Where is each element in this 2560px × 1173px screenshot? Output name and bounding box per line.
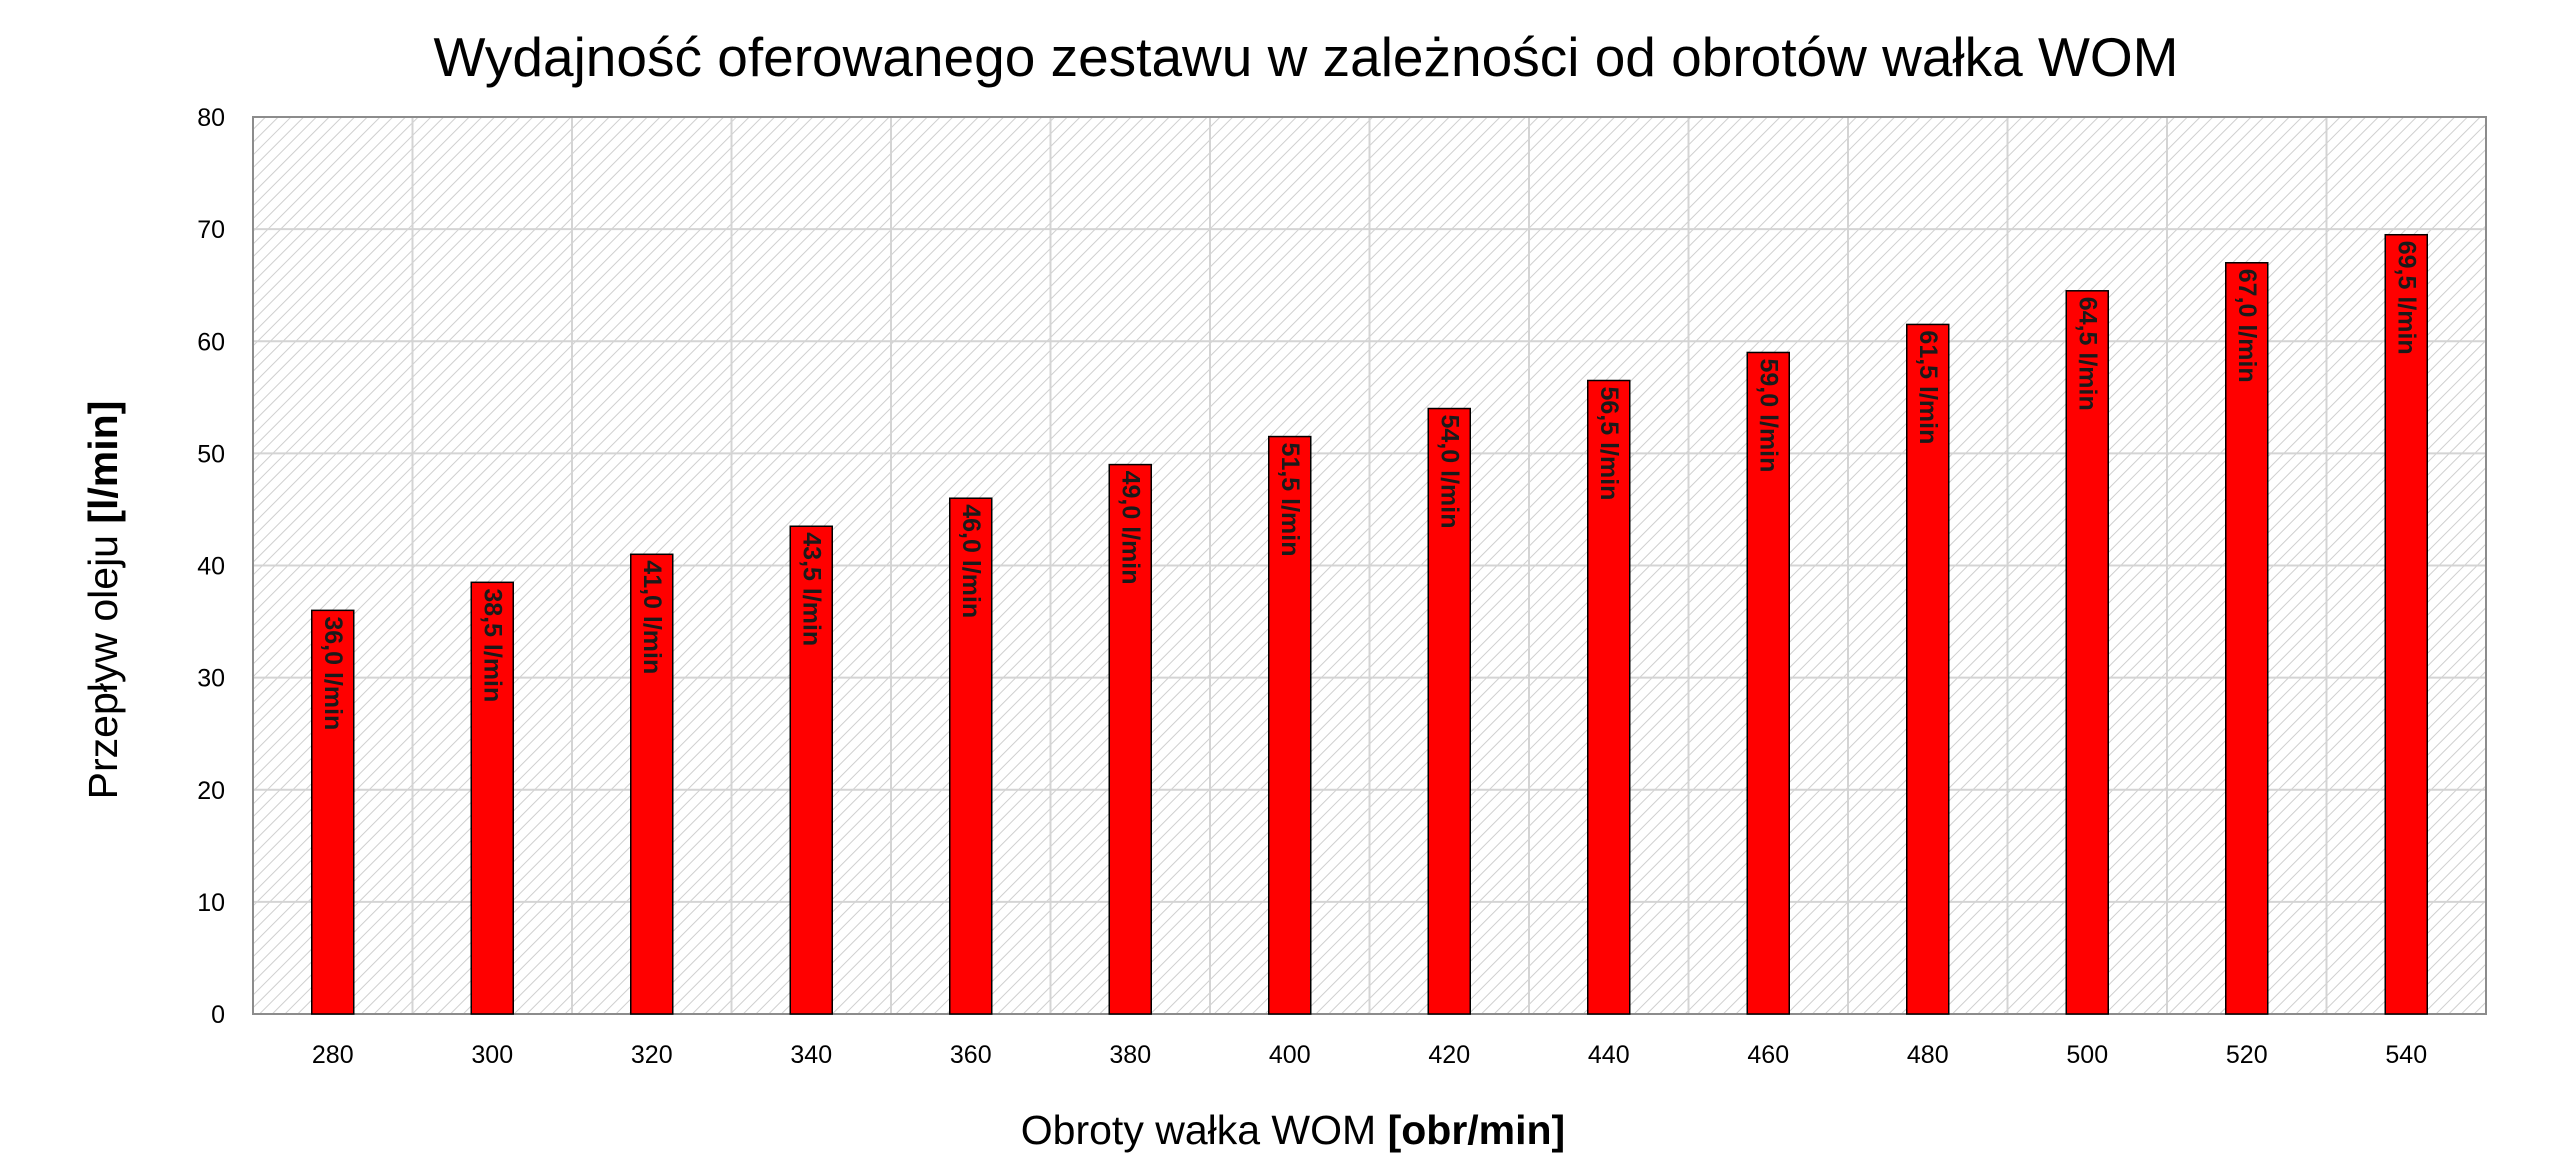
bar-540: [2384, 233, 2428, 1015]
data-label-480: 61,5 l/min: [1914, 330, 1942, 444]
bars: [311, 233, 2428, 1015]
x-tick-label: 420: [1428, 1041, 1470, 1069]
x-tick-label: 380: [1109, 1041, 1151, 1069]
data-label-440: 56,5 l/min: [1595, 386, 1623, 500]
data-label-320: 41,0 l/min: [638, 560, 666, 674]
data-label-540: 69,5 l/min: [2392, 241, 2420, 355]
x-tick-label: 340: [790, 1041, 832, 1069]
bar-380: [1108, 463, 1152, 1015]
bar-520: [2225, 262, 2269, 1015]
data-label-520: 67,0 l/min: [2233, 269, 2261, 383]
x-tick-label: 300: [471, 1041, 513, 1069]
x-tick-label: 520: [2226, 1041, 2268, 1069]
x-tick-label: 400: [1269, 1041, 1311, 1069]
x-tick-label: 360: [950, 1041, 992, 1069]
x-tick-label: 500: [2066, 1041, 2108, 1069]
y-tick-label: 60: [197, 328, 225, 356]
data-labels: 36,0 l/min 38,5 l/min 41,0 l/min 43,5 l/min…: [319, 241, 2421, 731]
x-tick-label: 320: [631, 1041, 673, 1069]
plot-border: [252, 116, 2487, 1015]
x-tick-label: 480: [1907, 1041, 1949, 1069]
x-tick-label: 280: [312, 1041, 354, 1069]
data-label-360: 46,0 l/min: [957, 504, 985, 618]
y-axis-label: Przepływ oleju: [80, 535, 126, 799]
y-tick-label: 50: [197, 440, 225, 468]
x-tick-label: 540: [2385, 1041, 2427, 1069]
y-tick-label: 0: [211, 1001, 225, 1029]
data-label-340: 43,5 l/min: [797, 532, 825, 646]
data-label-300: 38,5 l/min: [478, 588, 506, 702]
y-tick-label: 10: [197, 889, 225, 917]
bar-320: [630, 553, 674, 1015]
x-tick-label: 440: [1588, 1041, 1630, 1069]
data-label-420: 54,0 l/min: [1435, 415, 1463, 529]
bar-480: [1906, 323, 1950, 1015]
data-label-380: 49,0 l/min: [1116, 471, 1144, 585]
y-tick-label: 80: [197, 104, 225, 132]
bar-420: [1427, 407, 1471, 1015]
bar-300: [470, 581, 514, 1015]
bar-400: [1268, 435, 1312, 1015]
y-axis-title: Przepływ oleju [l/min]: [80, 401, 126, 800]
bar-360: [949, 497, 993, 1015]
y-axis-unit: [l/min]: [80, 401, 126, 524]
y-tick-label: 40: [197, 553, 225, 581]
y-tick-label: 30: [197, 665, 225, 693]
y-tick-labels: 0 10 20 30 40 50 60 70 80: [197, 104, 225, 1029]
bar-280: [311, 609, 355, 1015]
bar-500: [2065, 290, 2109, 1015]
y-tick-label: 70: [197, 216, 225, 244]
bar-440: [1587, 379, 1631, 1015]
bar-340: [789, 525, 833, 1015]
chart-title: Wydajność oferowanego zestawu w zależnoś…: [433, 26, 2178, 88]
data-label-460: 59,0 l/min: [1754, 358, 1782, 472]
x-tick-label: 460: [1747, 1041, 1789, 1069]
x-axis-title: Obroty wałka WOM [obr/min]: [1021, 1107, 1565, 1153]
data-label-500: 64,5 l/min: [2073, 297, 2101, 411]
x-axis-unit: [obr/min]: [1388, 1107, 1566, 1153]
data-label-280: 36,0 l/min: [319, 616, 347, 730]
x-tick-labels: 280 300 320 340 360 380 400 420 440 460 480 500 520 5…: [312, 1041, 2427, 1069]
bar-460: [1746, 351, 1790, 1015]
x-axis-label: Obroty wałka WOM: [1021, 1107, 1376, 1153]
data-label-400: 51,5 l/min: [1276, 443, 1304, 557]
y-tick-label: 20: [197, 777, 225, 805]
